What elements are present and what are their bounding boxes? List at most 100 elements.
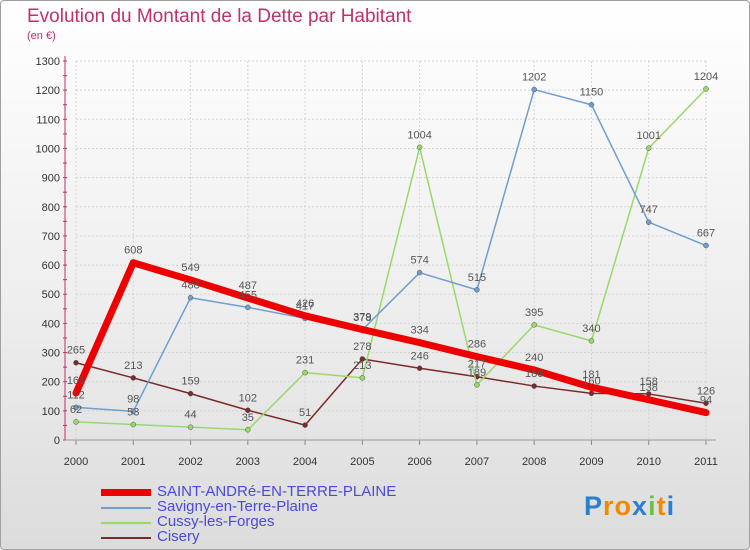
y-tick-label: 100	[42, 406, 60, 418]
data-label: 213	[353, 360, 371, 372]
legend-label: Savigny-en-Terre-Plaine	[157, 498, 318, 515]
data-point	[73, 419, 79, 425]
data-label: 112	[67, 389, 85, 401]
y-tick-label: 900	[42, 173, 60, 185]
data-point	[359, 375, 366, 381]
data-label: 160	[582, 375, 600, 387]
proxiti-logo: Proxiti	[584, 491, 675, 522]
data-point	[187, 424, 194, 430]
y-tick-label: 0	[54, 435, 60, 447]
data-point	[416, 269, 423, 276]
data-label: 747	[640, 204, 658, 216]
chart-subtitle: (en €)	[27, 30, 56, 42]
data-point	[530, 366, 538, 374]
data-point	[187, 276, 195, 284]
y-tick-label: 200	[42, 377, 60, 389]
data-label: 1001	[636, 130, 660, 142]
data-point	[531, 322, 537, 328]
data-point	[645, 219, 652, 225]
data-label: 608	[124, 245, 142, 257]
data-label: 186	[525, 368, 543, 380]
data-label: 334	[410, 325, 428, 337]
data-label: 574	[410, 255, 428, 267]
data-label: 240	[525, 352, 543, 364]
data-label: 158	[640, 376, 658, 388]
y-tick-label: 300	[42, 348, 60, 360]
data-point	[301, 312, 309, 320]
data-point	[588, 338, 595, 344]
x-tick-label: 2009	[579, 456, 603, 468]
data-point	[703, 242, 709, 249]
y-tick-label: 800	[42, 202, 60, 214]
data-point	[473, 353, 481, 361]
series-line	[75, 88, 707, 413]
legend-swatch	[101, 537, 151, 539]
data-label: 102	[239, 392, 257, 404]
data-point	[703, 400, 709, 407]
data-label: 667	[697, 228, 715, 240]
data-label: 265	[67, 345, 85, 357]
data-label: 246	[410, 350, 428, 362]
x-tick-label: 2003	[236, 456, 260, 468]
data-label: 98	[127, 393, 139, 405]
data-label: 1204	[694, 71, 718, 83]
data-point	[187, 294, 194, 301]
data-label: 455	[239, 289, 257, 301]
data-point	[416, 365, 423, 372]
data-label: 340	[582, 323, 600, 335]
data-point	[587, 383, 595, 391]
data-label: 286	[468, 339, 486, 351]
data-point	[187, 390, 194, 397]
legend-swatch	[101, 507, 151, 509]
data-label: 487	[239, 280, 257, 292]
x-tick-label: 2008	[522, 456, 546, 468]
x-tick-label: 2004	[293, 456, 317, 468]
data-point	[73, 404, 79, 411]
legend-swatch	[101, 489, 151, 496]
chart-title: Evolution du Montant de la Dette par Hab…	[27, 6, 412, 27]
data-point	[531, 86, 537, 93]
data-labels: 265 213 159 102 51 278 246 217 186 160 158 126 62 53 4…	[67, 71, 718, 424]
data-label: 488	[181, 280, 199, 292]
data-label: 44	[184, 409, 196, 421]
legend-label: Cussy-les-Forges	[157, 513, 275, 530]
data-label: 217	[468, 359, 486, 371]
data-label: 1150	[580, 87, 604, 99]
y-tick-label: 1200	[36, 85, 60, 97]
x-tick-label: 2011	[694, 456, 718, 468]
data-point	[474, 287, 480, 293]
data-label: 549	[181, 262, 199, 274]
legend-swatch	[101, 522, 151, 524]
data-label: 51	[299, 407, 311, 419]
data-label: 231	[296, 355, 314, 367]
data-label: 213	[124, 360, 142, 372]
data-point	[302, 422, 308, 428]
data-label: 138	[640, 382, 658, 394]
series-line	[75, 358, 707, 426]
data-label: 35	[242, 412, 254, 424]
data-point	[588, 390, 595, 397]
data-point	[72, 389, 80, 397]
data-point	[702, 409, 710, 417]
data-label: 126	[697, 385, 715, 397]
data-point	[130, 421, 137, 428]
data-point	[645, 145, 652, 151]
data-point	[130, 375, 137, 381]
logo-letter: i	[648, 491, 657, 521]
y-tick-label: 1000	[36, 143, 60, 155]
data-label: 1004	[407, 129, 431, 141]
x-tick-label: 2006	[407, 456, 431, 468]
data-point	[588, 101, 595, 108]
y-tick-label: 1300	[36, 56, 60, 68]
data-label: 189	[468, 367, 486, 379]
legend-label: SAINT-ANDRé-EN-TERRE-PLAINE	[157, 483, 397, 500]
data-point	[129, 259, 137, 267]
data-label: 395	[525, 307, 543, 319]
data-label: 161	[67, 375, 85, 387]
data-point	[359, 356, 366, 362]
data-label: 181	[582, 369, 600, 381]
x-tick-label: 2000	[64, 456, 88, 468]
logo-letter: o	[614, 491, 633, 521]
